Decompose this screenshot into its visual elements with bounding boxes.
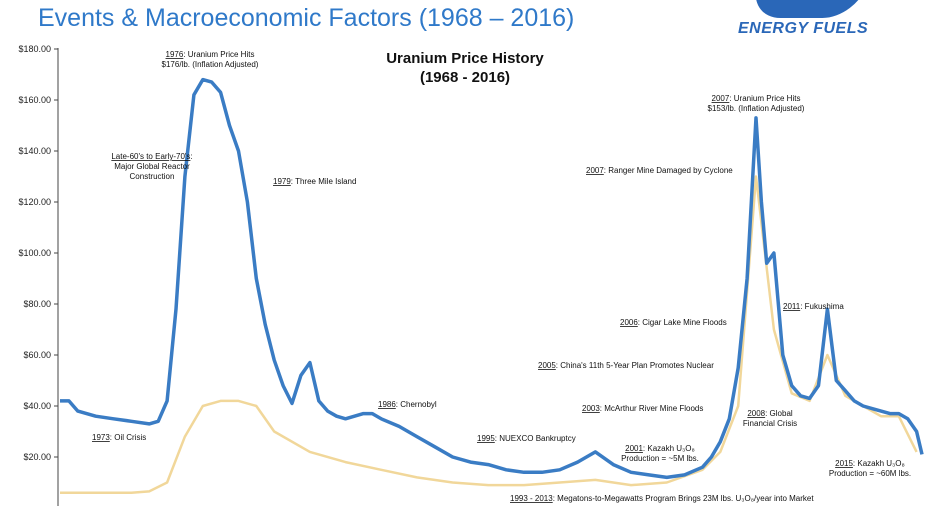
annotation-2011: 2011: Fukushima xyxy=(783,302,844,311)
annotation-year: 1986 xyxy=(378,400,396,409)
annotation-text: : Uranium Price Hits xyxy=(183,50,254,59)
y-tick-label: $80.00 xyxy=(23,299,51,309)
annotation-year: 2015 xyxy=(835,459,853,468)
annotation-year: 1993 - 2013 xyxy=(510,494,553,503)
annotation-text: : China's 11th 5-Year Plan Promotes Nucl… xyxy=(556,361,714,370)
series-group xyxy=(60,77,924,494)
annotation-2003: 2003: McArthur River Mine Floods xyxy=(582,404,703,413)
annotation-text: : Oil Crisis xyxy=(110,433,146,442)
annotations-group: 1976: Uranium Price Hits $176/lb. (Inflat… xyxy=(92,50,911,503)
y-tick-label: $160.00 xyxy=(18,95,51,105)
annotation-text: : NUEXCO Bankruptcy xyxy=(495,434,576,443)
series-line-nominal xyxy=(60,77,924,480)
annotation-2007: 2007: Ranger Mine Damaged by Cyclone xyxy=(586,166,733,175)
annotation-line: Construction xyxy=(130,172,175,181)
y-tick-label: $40.00 xyxy=(23,401,51,411)
y-tick-label: $100.00 xyxy=(18,248,51,258)
y-axis-ticks: $180.00 $160.00 $140.00 $120.00 $100.00 $80.0… xyxy=(18,44,58,462)
annotation-line: Production = ~60M lbs. xyxy=(829,469,911,478)
y-tick-label: $180.00 xyxy=(18,44,51,54)
annotation-text: : xyxy=(190,152,192,161)
y-tick-label: $20.00 xyxy=(23,452,51,462)
annotation-year: 2007 xyxy=(586,166,604,175)
annotation-2006: 2006: Cigar Lake Mine Floods xyxy=(620,318,727,327)
annotation-1995: 1995: NUEXCO Bankruptcy xyxy=(477,434,576,443)
annotation-year: 2005 xyxy=(538,361,556,370)
annotation-late-60-s-to-early-70-s: Late-60's to Early-70's: Major Global Rea… xyxy=(111,152,192,181)
annotation-year: 2001 xyxy=(625,444,643,453)
annotation-line: $176/lb. (Inflation Adjusted) xyxy=(162,60,259,69)
annotation-line: Major Global Reactor xyxy=(114,162,190,171)
y-tick-label: $140.00 xyxy=(18,146,51,156)
annotation-year: 1973 xyxy=(92,433,110,442)
annotation-2008: 2008: Global Financial Crisis xyxy=(743,409,797,428)
annotation-text: : Kazakh U₃O₈ xyxy=(853,459,905,468)
annotation-2007: 2007: Uranium Price Hits $153/lb. (Inflat… xyxy=(708,94,805,113)
annotation-year: 1979 xyxy=(273,177,291,186)
annotation-year: 2008 xyxy=(747,409,765,418)
y-tick-label: $120.00 xyxy=(18,197,51,207)
annotation-text: : McArthur River Mine Floods xyxy=(600,404,704,413)
company-logo: ENERGY FUELS xyxy=(738,0,908,42)
y-tick-label: $60.00 xyxy=(23,350,51,360)
annotation-2005: 2005: China's 11th 5-Year Plan Promotes … xyxy=(538,361,714,370)
annotation-year: 2003 xyxy=(582,404,600,413)
annotation-text: : Cigar Lake Mine Floods xyxy=(638,318,727,327)
annotation-year: 2011 xyxy=(783,302,801,311)
annotation-text: : Ranger Mine Damaged by Cyclone xyxy=(604,166,734,175)
annotation-text: : Global xyxy=(765,409,793,418)
annotation-line: $153/lb. (Inflation Adjusted) xyxy=(708,104,805,113)
annotation-1986: 1986: Chernobyl xyxy=(378,400,437,409)
annotation-1979: 1979: Three Mile Island xyxy=(273,177,356,186)
page-title: Events & Macroeconomic Factors (1968 – 2… xyxy=(38,4,575,32)
annotation-1976: 1976: Uranium Price Hits $176/lb. (Inflat… xyxy=(162,50,259,69)
annotation-year: 2007 xyxy=(712,94,730,103)
annotation-line: Production = ~5M lbs. xyxy=(621,454,699,463)
chart-subtitle: (1968 - 2016) xyxy=(419,69,511,86)
annotation-1973: 1973: Oil Crisis xyxy=(92,433,146,442)
annotation-text: : Three Mile Island xyxy=(291,177,357,186)
annotation-text: : Chernobyl xyxy=(396,400,437,409)
annotation-1993-2013: 1993 - 2013: Megatons-to-Megawatts Progr… xyxy=(510,494,814,503)
annotation-text: : Megatons-to-Megawatts Program Brings 2… xyxy=(553,494,815,503)
annotation-2001: 2001: Kazakh U₃O₈ Production = ~5M lbs. xyxy=(621,444,699,463)
annotation-line: Financial Crisis xyxy=(743,419,797,428)
annotation-text: : Fukushima xyxy=(800,302,844,311)
annotation-text: : Uranium Price Hits xyxy=(729,94,800,103)
series-line-inflation xyxy=(60,175,918,494)
chart-title: Uranium Price History (1968 - 2016) xyxy=(360,49,570,87)
annotation-2015: 2015: Kazakh U₃O₈ Production = ~60M lbs. xyxy=(829,459,911,478)
annotation-year: 1995 xyxy=(477,434,495,443)
chart-title-main: Uranium Price History xyxy=(386,50,544,67)
annotation-text: : Kazakh U₃O₈ xyxy=(643,444,695,453)
logo-text: ENERGY FUELS xyxy=(738,20,869,37)
annotation-year: 2006 xyxy=(620,318,638,327)
annotation-year: 1976 xyxy=(166,50,184,59)
annotation-year: Late-60's to Early-70's xyxy=(111,152,190,161)
